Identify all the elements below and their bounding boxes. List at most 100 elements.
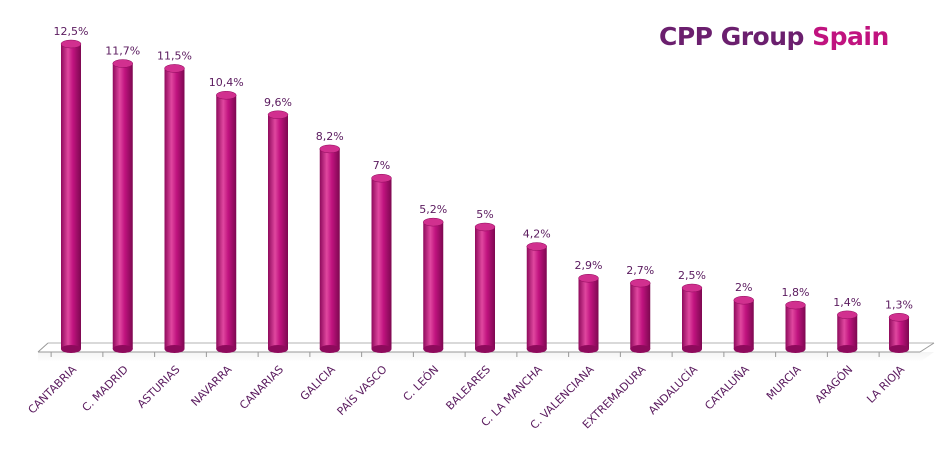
bar-base xyxy=(319,345,340,353)
data-label: 7% xyxy=(373,159,390,172)
bar-base xyxy=(112,345,133,353)
bar-body xyxy=(837,314,858,349)
bar xyxy=(578,273,599,353)
bar-body xyxy=(578,278,599,349)
bar xyxy=(474,222,496,353)
bar xyxy=(319,144,340,353)
bar xyxy=(837,310,858,353)
bar-base xyxy=(889,345,909,353)
bar xyxy=(423,217,444,353)
data-label: 9,6% xyxy=(264,96,292,109)
bar xyxy=(888,313,910,353)
bar-top xyxy=(423,217,444,227)
bar-base xyxy=(837,345,858,353)
bar-base xyxy=(371,345,392,353)
x-tick-label: PAÍS VASCO xyxy=(335,363,390,418)
chart-floor xyxy=(38,352,934,362)
bar-body xyxy=(475,227,495,349)
data-label: 2,5% xyxy=(678,269,706,282)
bar-top xyxy=(371,173,392,183)
data-label: 2% xyxy=(735,281,752,294)
bar-body xyxy=(61,44,81,349)
x-tick-label: CANTABRIA xyxy=(26,363,80,417)
bar-base xyxy=(216,345,237,353)
bar-top xyxy=(888,313,910,322)
bar-top xyxy=(837,310,858,320)
bar-base xyxy=(682,345,702,353)
data-label: 2,9% xyxy=(575,259,603,272)
bar-body xyxy=(423,222,444,349)
data-label: 2,7% xyxy=(626,264,654,277)
bar-base xyxy=(733,345,754,353)
data-label: 11,7% xyxy=(105,45,140,58)
bar xyxy=(371,173,392,353)
bar-top xyxy=(319,144,340,154)
x-axis-right-edge xyxy=(919,342,935,353)
bar-base xyxy=(61,345,81,353)
bar-top xyxy=(216,90,237,100)
bar-base xyxy=(578,345,599,353)
bar-body xyxy=(630,283,651,349)
data-label: 12,5% xyxy=(54,25,89,38)
bar xyxy=(681,283,703,353)
x-tick-labels-group: CANTABRIA C. MADRID ASTURIAS NAVARRA CANARIA… xyxy=(26,352,907,432)
data-label: 1,8% xyxy=(782,286,810,299)
data-label: 8,2% xyxy=(316,130,344,143)
bar xyxy=(267,110,289,353)
bar xyxy=(526,242,547,353)
x-tick-label: C. MADRID xyxy=(80,363,131,414)
bar-base xyxy=(164,345,185,353)
bar-body xyxy=(164,68,185,350)
data-label: 10,4% xyxy=(209,76,244,89)
x-tick-label: CATALUÑA xyxy=(702,363,752,413)
bar-base xyxy=(526,345,547,353)
bar-body xyxy=(682,288,702,349)
bar-top xyxy=(733,295,754,305)
bar-body xyxy=(371,178,392,349)
bar-top xyxy=(578,273,599,283)
bar-top xyxy=(60,39,82,49)
bar-top xyxy=(681,283,703,293)
bar-top xyxy=(267,110,289,120)
bar xyxy=(630,278,651,353)
x-axis-left-edge xyxy=(37,342,49,353)
bar xyxy=(216,90,237,353)
data-label: 1,4% xyxy=(833,296,861,309)
logo-main-text: CPP Group xyxy=(659,22,804,51)
bar xyxy=(60,39,82,353)
data-labels-group: 12,5% 11,7% 11,5% 10,4% 9,6% 8,2% 7% 5,2% 5% 4,2%… xyxy=(54,25,913,311)
x-tick-label: GALICIA xyxy=(298,363,339,404)
data-label: 4,2% xyxy=(523,228,551,241)
bar-body xyxy=(785,305,806,349)
bar xyxy=(785,300,806,353)
x-tick-label: NAVARRA xyxy=(189,363,235,409)
bars-group xyxy=(60,39,910,353)
x-tick-label: ASTURIAS xyxy=(135,363,183,411)
bar-base xyxy=(423,345,444,353)
x-tick-label: BALEARES xyxy=(443,363,493,413)
data-label: 1,3% xyxy=(885,298,913,311)
cpp-group-spain-logo: CPP Group Spain xyxy=(659,22,889,51)
bar-body xyxy=(733,300,754,349)
data-label: 5% xyxy=(476,208,493,221)
bar-top xyxy=(785,300,806,310)
bar-body xyxy=(526,246,547,349)
bar-top xyxy=(526,242,547,251)
bar-base xyxy=(630,345,651,353)
x-tick-label: ANDALUCÍA xyxy=(646,363,701,418)
bar-body xyxy=(889,317,909,349)
bar xyxy=(733,295,754,353)
bar-base xyxy=(475,345,495,353)
x-tick-label: C. LEÓN xyxy=(401,363,442,404)
x-tick-label: ARAGÓN xyxy=(813,363,856,406)
x-tick-label: CANARIAS xyxy=(237,363,286,412)
bar-base xyxy=(268,345,288,353)
x-tick-label: MURCIA xyxy=(764,363,804,403)
logo-accent-text: Spain xyxy=(812,22,889,51)
bar-body xyxy=(319,148,340,349)
bar-top xyxy=(630,278,651,288)
bar-body xyxy=(216,95,237,350)
bar xyxy=(112,59,133,353)
bar-top xyxy=(164,64,185,73)
